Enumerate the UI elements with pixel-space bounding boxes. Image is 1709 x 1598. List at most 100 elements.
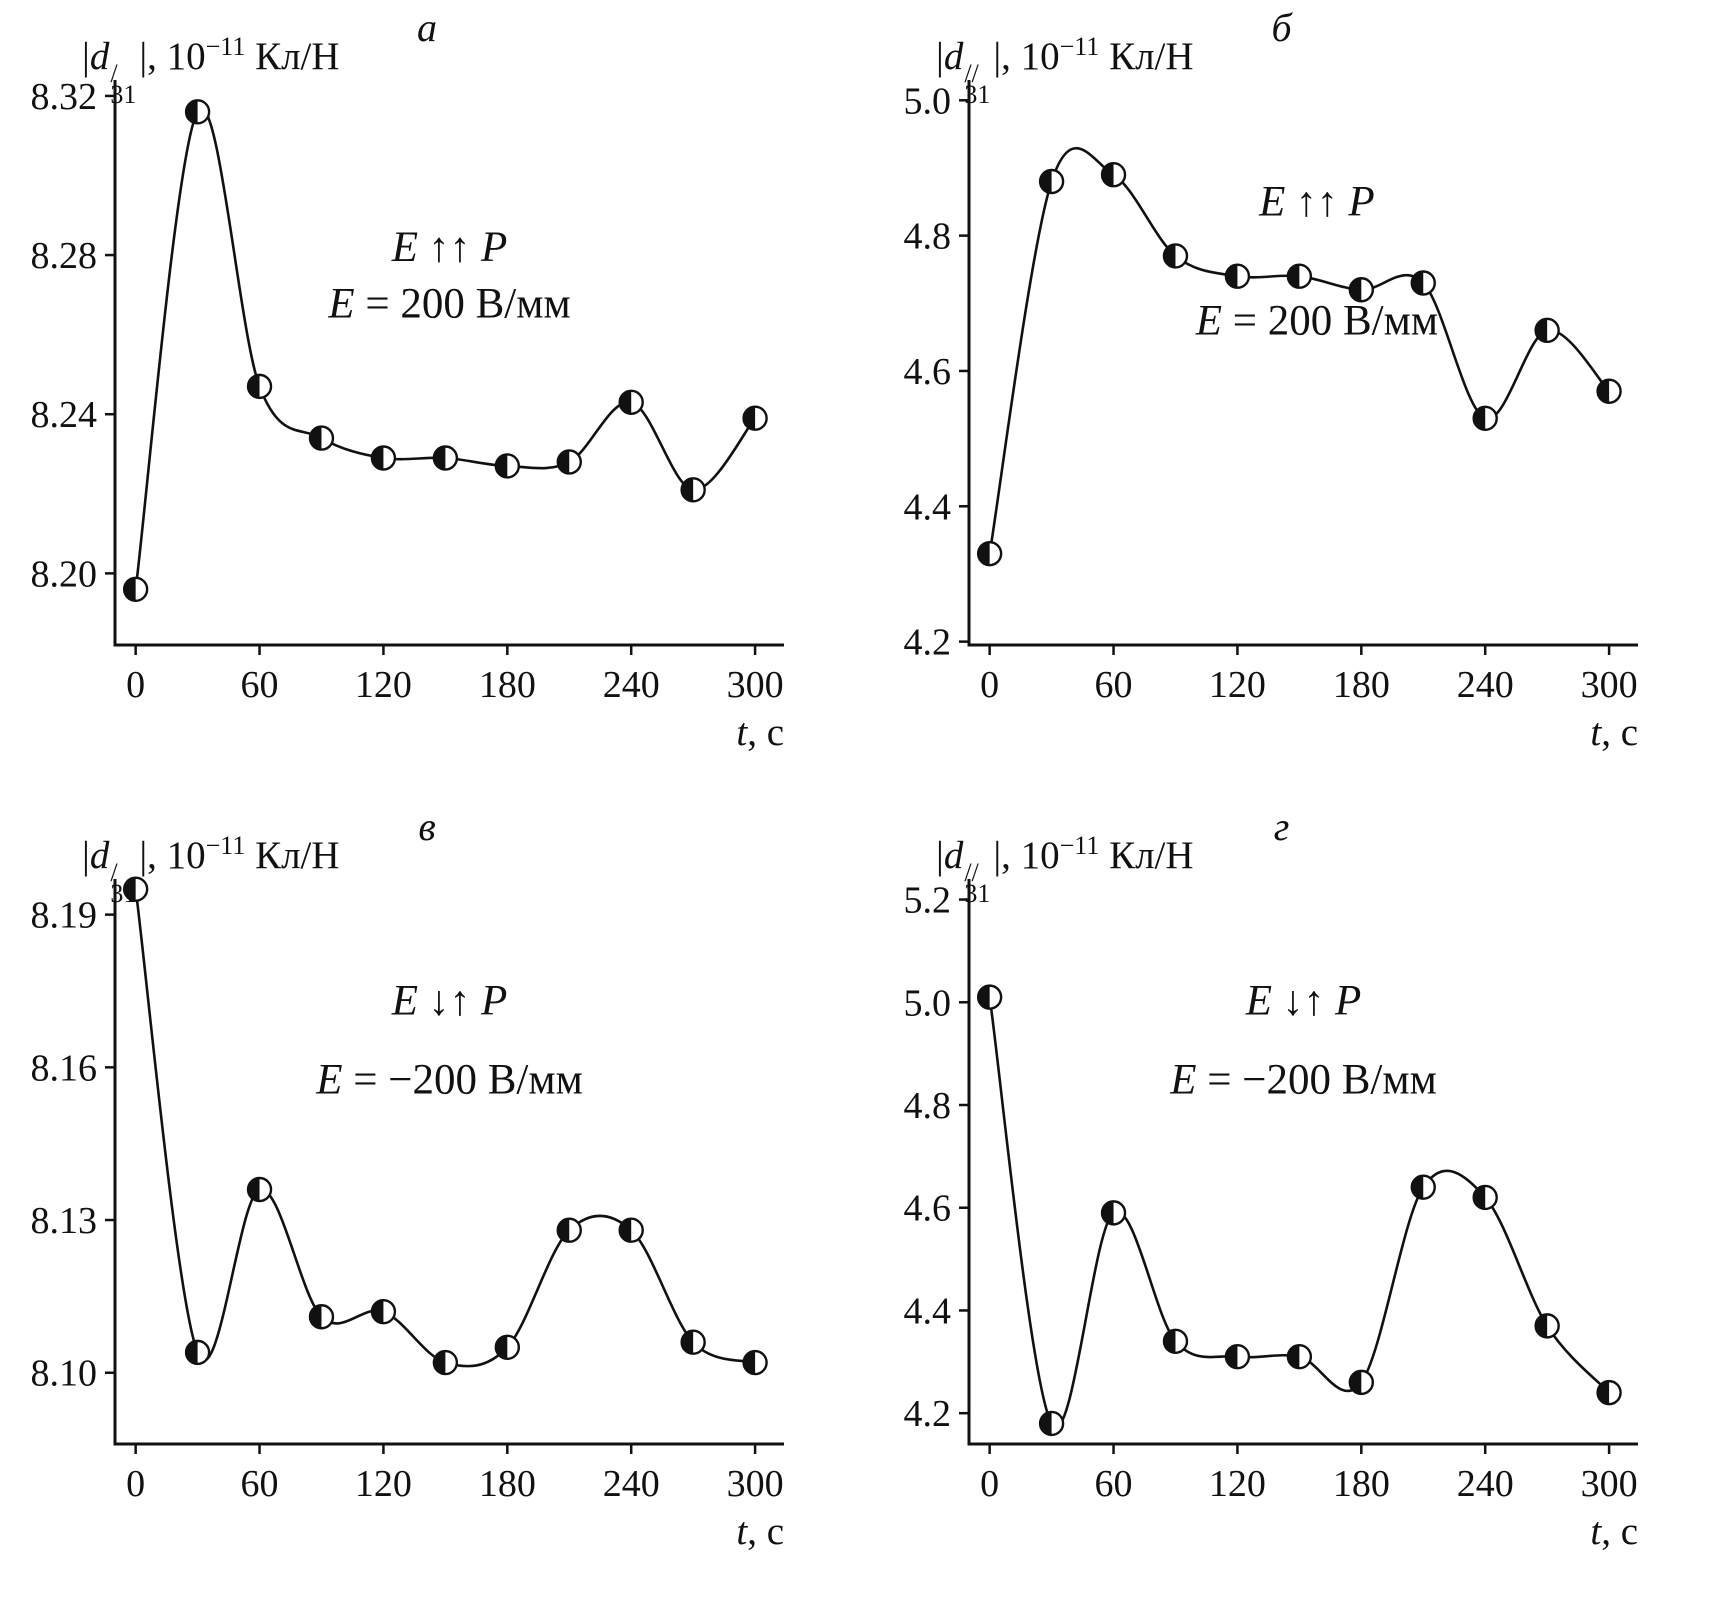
ylabel-open-bar: | (936, 35, 944, 78)
ylabel-unit: Кл/Н (1099, 35, 1194, 78)
x-tick-label: 0 (126, 1463, 145, 1505)
axes (967, 879, 1638, 1446)
ylabel-close: |, 10 (993, 834, 1060, 877)
x-tick-label: 240 (603, 1463, 660, 1505)
panel-letter: г (1273, 804, 1290, 849)
data-point-marker (1224, 1343, 1251, 1370)
data-point-marker (680, 477, 706, 503)
data-point-marker (1596, 378, 1622, 404)
ylabel-unit: Кл/Н (245, 834, 340, 877)
data-point-marker (308, 1304, 335, 1330)
x-axis-label: t, с (736, 711, 784, 754)
ylabel-prime: / (110, 59, 118, 88)
data-point-marker (122, 576, 149, 602)
y-tick-label: 5.0 (904, 80, 952, 122)
axes (113, 80, 784, 647)
ylabel-open-bar: | (936, 834, 944, 877)
ylabel-variable: d (89, 834, 110, 877)
data-point-marker (1410, 270, 1436, 296)
y-tick-label: 8.28 (31, 235, 98, 277)
x-tick-label: 180 (479, 664, 536, 706)
data-point-marker (184, 99, 211, 125)
panel-letter: в (418, 804, 436, 849)
annotation-field-value: E = 200 В/мм (327, 280, 570, 327)
data-point-marker (1472, 405, 1498, 432)
x-tick-label: 300 (1581, 1463, 1638, 1505)
data-point-marker (246, 373, 273, 400)
x-axis-label: t, с (1590, 1510, 1638, 1553)
y-tick-label: 8.13 (31, 1200, 98, 1242)
x-tick-label: 120 (355, 1463, 412, 1505)
ylabel-close: |, 10 (139, 834, 206, 877)
panel-letter: а (417, 5, 437, 50)
ylabel-close: |, 10 (993, 35, 1060, 78)
x-tick-label: 0 (126, 664, 145, 706)
ylabel-variable: d (89, 35, 110, 78)
x-tick-label: 300 (1581, 664, 1638, 706)
data-point-marker (680, 1329, 706, 1355)
ylabel-variable: d (943, 35, 964, 78)
data-point-marker (556, 1217, 582, 1243)
y-tick-label: 8.10 (31, 1353, 98, 1395)
annotation-field-value: E = 200 В/мм (1195, 297, 1438, 344)
y-tick-label: 8.19 (31, 895, 98, 937)
x-tick-label: 240 (603, 664, 660, 706)
ylabel-close: |, 10 (139, 35, 206, 78)
y-tick-label: 4.6 (904, 351, 952, 393)
x-tick-label: 60 (1095, 1463, 1133, 1505)
y-tick-label: 4.4 (904, 1290, 952, 1332)
annotation-field-value: E = −200 В/мм (1169, 1057, 1437, 1104)
data-point-marker (556, 449, 582, 475)
data-point-marker (1348, 1369, 1375, 1396)
y-tick-label: 5.0 (904, 982, 952, 1024)
data-point-marker (1286, 263, 1313, 289)
data-point-marker (1534, 317, 1560, 344)
data-point-marker (370, 1298, 397, 1325)
ylabel-open-bar: | (82, 834, 90, 877)
ylabel-exponent: −11 (205, 32, 246, 61)
annotation-field-direction: E ↓↑ P (391, 978, 508, 1025)
ylabel-variable: d (943, 834, 964, 877)
y-axis-label: |d/31 |, 10−11 Кл/Н (82, 831, 340, 907)
panel-letter: б (1271, 5, 1292, 50)
y-tick-label: 4.4 (904, 486, 952, 528)
plot-svg: 4.2 4.4 4.6 4.8 5.0 5.2 0 60 120 180 240 300 t, с E ↓… (904, 879, 1638, 1553)
data-point-marker (494, 453, 521, 479)
data-point-marker (976, 540, 1003, 567)
chart-panel: б |d//31 |, 10−11 Кл/Н 4.2 4.4 4.6 4.8 5.0 0 60… (854, 0, 1709, 799)
x-tick-label: 120 (1209, 1463, 1266, 1505)
annotation-field-direction: E ↑↑ P (391, 224, 508, 271)
data-point-marker (1286, 1343, 1313, 1370)
chart-panel: а |d/31 |, 10−11 Кл/Н 8.20 8.24 8.28 8.32 0 60… (0, 0, 854, 799)
data-point-marker (494, 1334, 521, 1360)
y-axis-label: |d/31 |, 10−11 Кл/Н (82, 32, 340, 108)
x-tick-label: 60 (241, 1463, 279, 1505)
plot-svg: 8.20 8.24 8.28 8.32 0 60 120 180 240 300 t, с E ↑↑ … (31, 76, 784, 754)
data-curve (134, 889, 756, 1368)
y-tick-label: 4.6 (904, 1188, 952, 1230)
chart-panel: в |d/31 |, 10−11 Кл/Н 8.10 8.13 8.16 8.19 0 60… (0, 799, 854, 1598)
data-point-marker (742, 1349, 768, 1376)
chart-panel: г |d//31 |, 10−11 Кл/Н 4.2 4.4 4.6 4.8 5.0 5.2… (854, 799, 1709, 1598)
data-point-marker (432, 445, 459, 471)
y-tick-label: 4.8 (904, 1085, 952, 1127)
data-point-marker (246, 1176, 273, 1203)
data-curve (134, 107, 757, 590)
ylabel-open-bar: | (82, 35, 90, 78)
x-tick-label: 300 (727, 1463, 784, 1505)
ylabel-exponent: −11 (1059, 831, 1100, 860)
x-tick-label: 300 (727, 664, 784, 706)
ylabel-unit: Кл/Н (245, 35, 340, 78)
data-point-marker (1162, 243, 1189, 269)
x-tick-label: 60 (1095, 664, 1133, 706)
data-point-marker (1410, 1174, 1436, 1200)
x-tick-label: 240 (1457, 664, 1514, 706)
annotation-field-value: E = −200 В/мм (315, 1057, 583, 1104)
y-tick-label: 8.20 (31, 553, 98, 595)
x-tick-label: 180 (1333, 1463, 1390, 1505)
y-tick-label: 4.8 (904, 216, 952, 258)
data-point-marker (184, 1339, 211, 1366)
y-tick-label: 4.2 (904, 1393, 952, 1435)
data-point-marker (432, 1349, 459, 1376)
